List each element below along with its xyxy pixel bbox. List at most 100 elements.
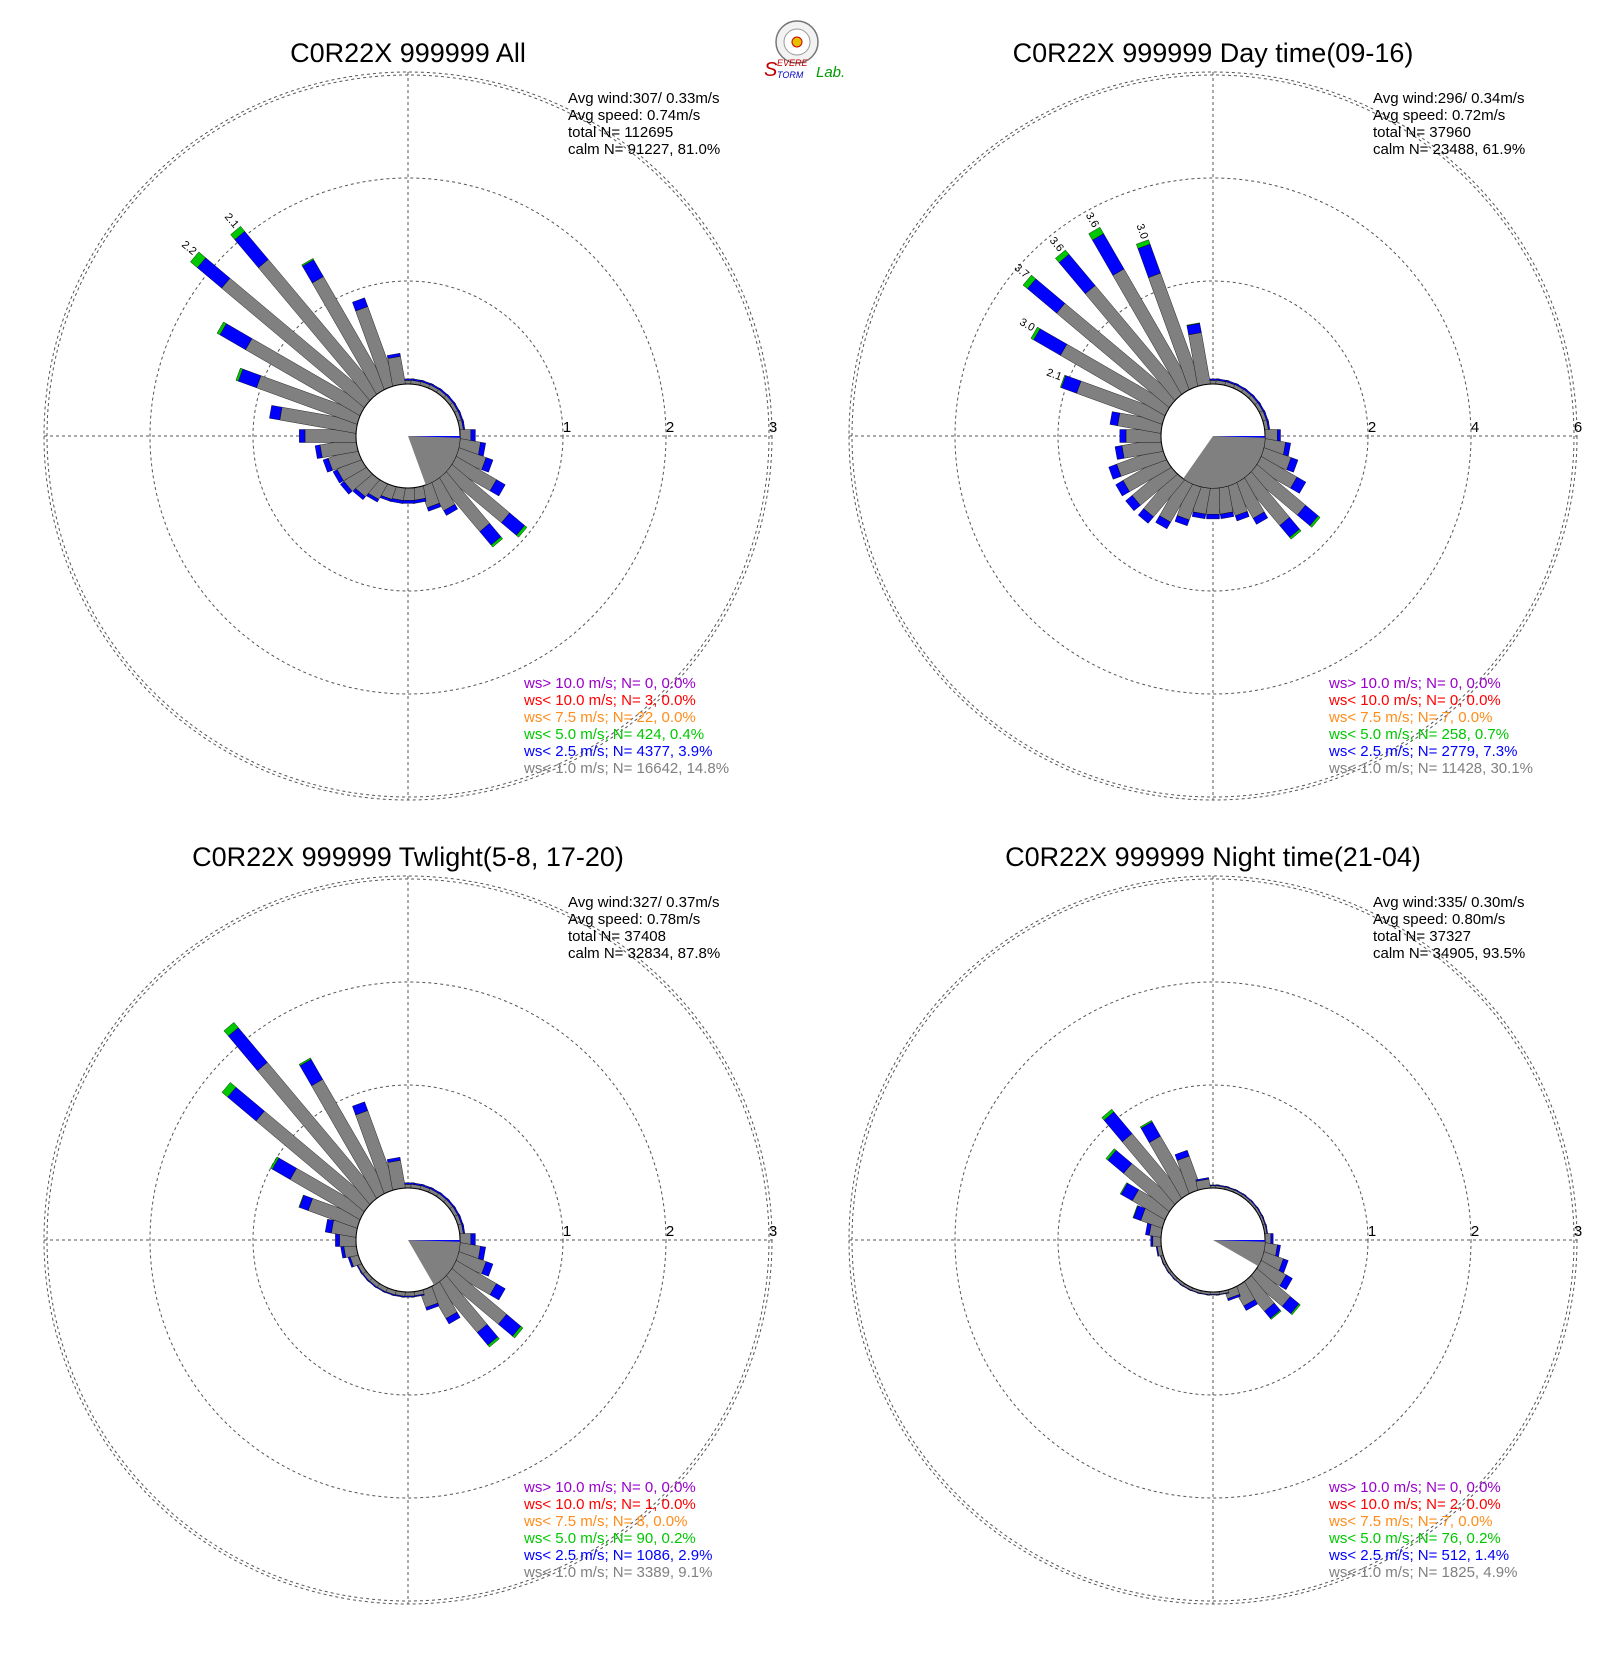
bar-segment-lt25 — [352, 297, 369, 312]
bar-value-label: 2.1 — [1045, 367, 1063, 384]
bar-value-label: 3.6 — [1083, 211, 1101, 230]
bar-segment-lt5 — [1105, 1148, 1117, 1161]
legend-lt75: ws< 7.5 m/s; N= 7, 0.0% — [1328, 709, 1492, 726]
bar-segment-lt25 — [335, 1233, 340, 1247]
calm-wedge — [1183, 436, 1265, 488]
stat-calm: calm N= 34905, 93.5% — [1373, 945, 1525, 962]
legend-lt75: ws< 7.5 m/s; N= 22, 0.0% — [523, 709, 696, 726]
bar-segment-lt5 — [1186, 322, 1200, 326]
bar-segment-lt25 — [352, 488, 366, 500]
ring-outer — [848, 71, 1578, 801]
bar-segment-lt25 — [340, 481, 353, 495]
bar-segment-lt25 — [1277, 429, 1281, 443]
ring-label: 1 — [1368, 1223, 1376, 1240]
stat-total: total N= 37408 — [568, 928, 666, 945]
calm-wedge — [408, 1240, 460, 1285]
ring-3 — [46, 74, 770, 798]
bar-segment-lt25 — [481, 457, 494, 473]
ring-2 — [954, 177, 1472, 695]
bar-segment-lt25 — [1234, 511, 1250, 522]
bar-segment-lt25 — [489, 1283, 506, 1301]
ring-1 — [1057, 1084, 1369, 1396]
calm-wedge-blue — [1213, 1240, 1265, 1242]
bar-segment-lt25 — [1092, 233, 1125, 276]
bar-segment-lt25 — [443, 504, 458, 516]
bar-segment-lt5 — [1101, 1108, 1115, 1121]
logo-seal-center — [791, 36, 803, 48]
bar-segment-lt25 — [1114, 445, 1125, 460]
ring-1 — [1057, 280, 1369, 592]
logo-letter-s1: S — [764, 59, 778, 81]
bar-value-label: 3.7 — [1012, 262, 1031, 281]
bar-segment-lt25 — [1290, 476, 1307, 494]
bar-segment-lt5 — [190, 251, 206, 268]
bar-value-label: 3.6 — [1047, 235, 1066, 254]
stat-avg-wind: Avg wind:327/ 0.37m/s — [568, 894, 719, 911]
bar-value-label: 2.1 — [222, 211, 241, 230]
calm-wedge-blue — [408, 436, 460, 438]
bar-segment-lt25 — [1115, 480, 1130, 497]
bar-segment-lt25 — [1243, 1299, 1258, 1311]
ring-3 — [851, 878, 1575, 1602]
bar-segment-lt25 — [1227, 1294, 1241, 1302]
bar-segment-lt25 — [386, 1156, 401, 1163]
severe-storm-lab-logo: S EVERE TORM Lab. — [764, 20, 845, 81]
stat-avg-speed: Avg speed: 0.74m/s — [568, 107, 700, 124]
bar-segment-lt25 — [227, 1086, 265, 1122]
chart-title: C0R22X 999999 Night time(21-04) — [1005, 842, 1421, 872]
bar-segment-lt25 — [489, 479, 506, 497]
bar-segment-lt5 — [298, 1057, 312, 1067]
calm-wedge-blue — [408, 1240, 460, 1242]
bar-segment-lt25 — [352, 1101, 369, 1116]
legend-lt1: ws< 1.0 m/s; N= 3389, 9.1% — [523, 1564, 712, 1581]
bar-segment-lt5 — [1139, 1120, 1153, 1129]
bar-segment-lt25 — [332, 469, 344, 484]
bar-value-label: 2.2 — [179, 239, 198, 258]
bar-segment-lt5 — [1055, 249, 1070, 263]
chart-title: C0R22X 999999 Day time(09-16) — [1013, 38, 1414, 68]
stat-total: total N= 37327 — [1373, 928, 1471, 945]
stat-total: total N= 112695 — [568, 124, 673, 141]
bar-segment-lt5 — [1290, 1303, 1301, 1316]
bar-segment-lt5 — [223, 1022, 239, 1037]
legend-lt25: ws< 2.5 m/s; N= 2779, 7.3% — [1328, 743, 1517, 760]
bar-segment-lt25 — [425, 1302, 440, 1311]
bar-segment-lt25 — [1206, 514, 1220, 520]
bar-segment-lt25 — [1109, 411, 1121, 427]
legend-gt10: ws> 10.0 m/s; N= 0, 0.0% — [523, 1479, 696, 1496]
bar-segment-lt25 — [1195, 1177, 1210, 1182]
bar-segment-lt25 — [314, 444, 323, 459]
bar-segment-lt25 — [228, 1027, 268, 1071]
bar-segment-lt25 — [1174, 1149, 1190, 1161]
bar-segment-lt25 — [445, 1311, 461, 1325]
bar-segment-lt25 — [481, 1261, 494, 1277]
ring-label: 2 — [1368, 419, 1376, 436]
legend-gt10: ws> 10.0 m/s; N= 0, 0.0% — [1328, 1479, 1501, 1496]
stat-calm: calm N= 32834, 87.8% — [568, 945, 720, 962]
bar-segment-lt25 — [1279, 1274, 1293, 1290]
stat-avg-wind: Avg wind:296/ 0.34m/s — [1373, 90, 1524, 107]
legend-lt10: ws< 10.0 m/s; N= 0, 0.0% — [1328, 692, 1501, 709]
ring-3 — [46, 878, 770, 1602]
stat-avg-wind: Avg wind:307/ 0.33m/s — [568, 90, 719, 107]
ring-1 — [252, 1084, 564, 1396]
bar-segment-lt5 — [1132, 1205, 1139, 1219]
bar-segment-lt5 — [1136, 239, 1151, 249]
bar-segment-lt5 — [301, 258, 314, 267]
bar-segment-lt5 — [270, 1156, 280, 1170]
stat-calm: calm N= 23488, 61.9% — [1373, 141, 1525, 158]
windrose-panel-1: C0R22X 999999 All 1 2 3 2.2 2.1 Avg wind:307/ … — [43, 38, 777, 801]
bar-segment-lt25 — [299, 429, 306, 443]
bar-segment-lt25 — [478, 441, 486, 457]
windrose-panel-4: C0R22X 999999 Night time(21-04) 1 2 3 Avg wi… — [848, 842, 1582, 1605]
legend-lt1: ws< 1.0 m/s; N= 11428, 30.1% — [1328, 760, 1533, 777]
stat-avg-speed: Avg speed: 0.78m/s — [568, 911, 700, 928]
chart-title: C0R22X 999999 Twlight(5-8, 17-20) — [192, 842, 624, 872]
bar-segment-lt25 — [324, 1218, 334, 1234]
ring-2 — [149, 177, 667, 695]
logo-text-evere: EVERE — [777, 58, 809, 68]
ring-label: 3 — [769, 1223, 777, 1240]
bar-segment-lt25 — [426, 502, 441, 512]
stat-avg-speed: Avg speed: 0.72m/s — [1373, 107, 1505, 124]
ring-label: 4 — [1471, 419, 1479, 436]
